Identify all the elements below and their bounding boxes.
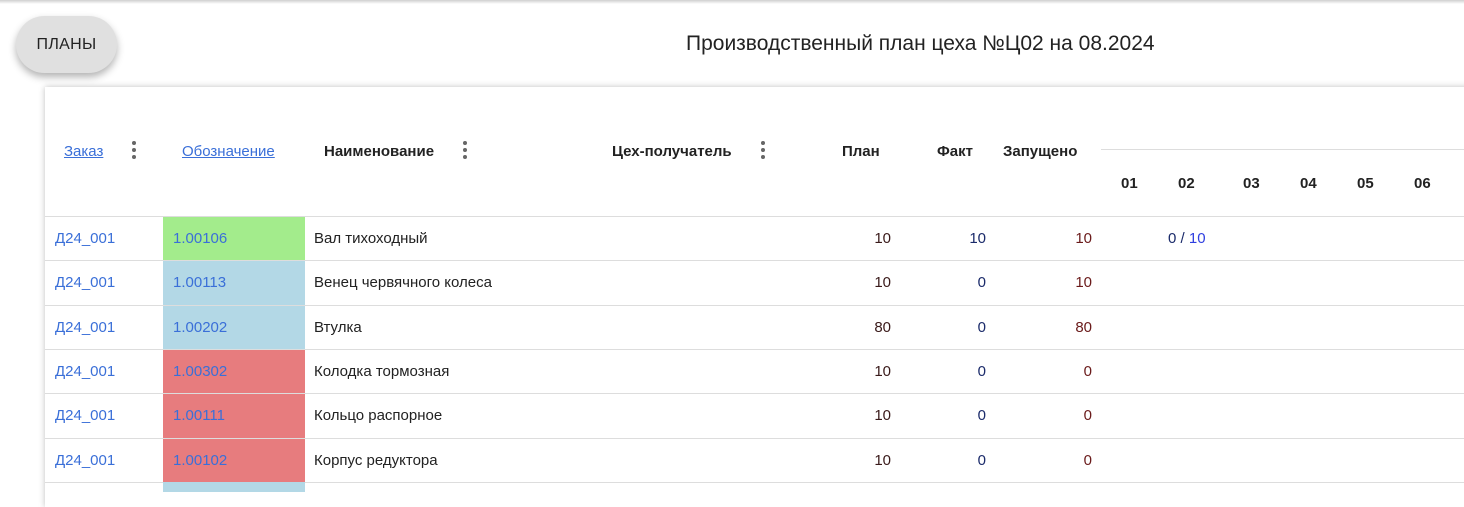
code-cell: 1.00302: [163, 349, 305, 394]
item-name: Венец червячного колеса: [314, 274, 492, 292]
fact-value: 0: [977, 407, 986, 425]
item-name: Втулка: [314, 318, 362, 336]
table-row[interactable]: Д24_001 1.00202 Втулка 80 0 80: [45, 305, 1464, 350]
next-row-code-cell: [163, 482, 305, 492]
days-divider: [1101, 149, 1464, 150]
fact-value: 0: [977, 274, 986, 292]
fact-value: 0: [977, 362, 986, 380]
column-header-name: Наименование: [324, 143, 435, 160]
code-link[interactable]: 1.00113: [173, 274, 227, 292]
day-header: 01: [1121, 175, 1138, 192]
day-total: 10: [1188, 230, 1206, 247]
row-divider: [45, 216, 1464, 217]
table-row[interactable]: Д24_001 1.00106 Вал тихоходный 10 10 10 0…: [45, 217, 1464, 261]
code-link[interactable]: 1.00111: [173, 407, 225, 425]
order-column-menu-icon[interactable]: [132, 141, 136, 161]
day-done: 0: [1168, 230, 1177, 247]
code-cell: 1.00202: [163, 305, 305, 350]
table-row[interactable]: Д24_001 1.00113 Венец червячного колеса …: [45, 261, 1464, 306]
code-link[interactable]: 1.00302: [173, 362, 228, 380]
order-link[interactable]: Д24_001: [55, 274, 116, 292]
day-header: 06: [1414, 175, 1431, 192]
plan-value: 10: [874, 407, 891, 425]
plans-button[interactable]: ПЛАНЫ: [16, 16, 117, 73]
row-divider: [45, 348, 1464, 350]
code-cell: 1.00113: [163, 261, 305, 306]
item-name: Кольцо распорное: [314, 407, 443, 425]
launched-value: 0: [1083, 407, 1092, 425]
page-title: Производственный план цеха №Ц02 на 08.20…: [686, 32, 1155, 55]
fact-value: 10: [969, 230, 986, 247]
code-link[interactable]: 1.00202: [173, 318, 228, 336]
day-02-cell[interactable]: 0 / 10: [1168, 230, 1206, 247]
top-shadow: [0, 0, 1464, 4]
code-cell: 1.00111: [163, 394, 305, 439]
code-cell: 1.00106: [163, 217, 305, 261]
column-header-code[interactable]: Обозначение: [182, 143, 275, 160]
row-divider: [45, 437, 1464, 439]
column-header-recipient: Цех-получатель: [612, 143, 732, 160]
column-header-order[interactable]: Заказ: [64, 143, 104, 160]
order-link[interactable]: Д24_001: [55, 362, 116, 380]
table-row[interactable]: Д24_001 1.00302 Колодка тормозная 10 0 0: [45, 349, 1464, 394]
day-header: 04: [1300, 175, 1317, 192]
code-cell: 1.00102: [163, 438, 305, 483]
launched-value: 0: [1083, 451, 1092, 469]
fact-value: 0: [977, 318, 986, 336]
column-header-fact: Факт: [937, 143, 973, 160]
plan-table: Заказ Обозначение Наименование Цех-получ…: [45, 87, 1464, 507]
order-link[interactable]: Д24_001: [55, 318, 116, 336]
plan-value: 10: [874, 274, 891, 292]
item-name: Корпус редуктора: [314, 451, 438, 469]
plan-value: 10: [874, 362, 891, 380]
day-header: 02: [1178, 175, 1195, 192]
launched-value: 10: [1075, 274, 1092, 292]
column-header-plan: План: [842, 143, 880, 160]
recipient-column-menu-icon[interactable]: [761, 141, 765, 161]
day-header: 03: [1243, 175, 1260, 192]
table-row[interactable]: Д24_001 1.00102 Корпус редуктора 10 0 0: [45, 438, 1464, 483]
code-link[interactable]: 1.00106: [173, 230, 228, 247]
table-row[interactable]: Д24_001 1.00111 Кольцо распорное 10 0 0: [45, 394, 1464, 439]
column-header-launched: Запущено: [1003, 143, 1078, 160]
order-link[interactable]: Д24_001: [55, 451, 116, 469]
launched-value: 0: [1083, 362, 1092, 380]
item-name: Колодка тормозная: [314, 362, 450, 380]
plan-value: 10: [874, 451, 891, 469]
plan-value: 80: [874, 318, 891, 336]
fact-value: 0: [977, 451, 986, 469]
row-divider: [45, 260, 1464, 262]
order-link[interactable]: Д24_001: [55, 407, 116, 425]
day-separator: /: [1180, 230, 1185, 247]
name-column-menu-icon[interactable]: [463, 141, 467, 161]
row-divider: [45, 304, 1464, 306]
item-name: Вал тихоходный: [314, 230, 428, 247]
row-divider: [45, 393, 1464, 395]
launched-value: 10: [1075, 230, 1092, 247]
day-header: 05: [1357, 175, 1374, 192]
order-link[interactable]: Д24_001: [55, 230, 116, 247]
code-link[interactable]: 1.00102: [173, 451, 228, 469]
launched-value: 80: [1075, 318, 1092, 336]
row-divider: [45, 481, 1464, 483]
plan-value: 10: [874, 230, 891, 247]
